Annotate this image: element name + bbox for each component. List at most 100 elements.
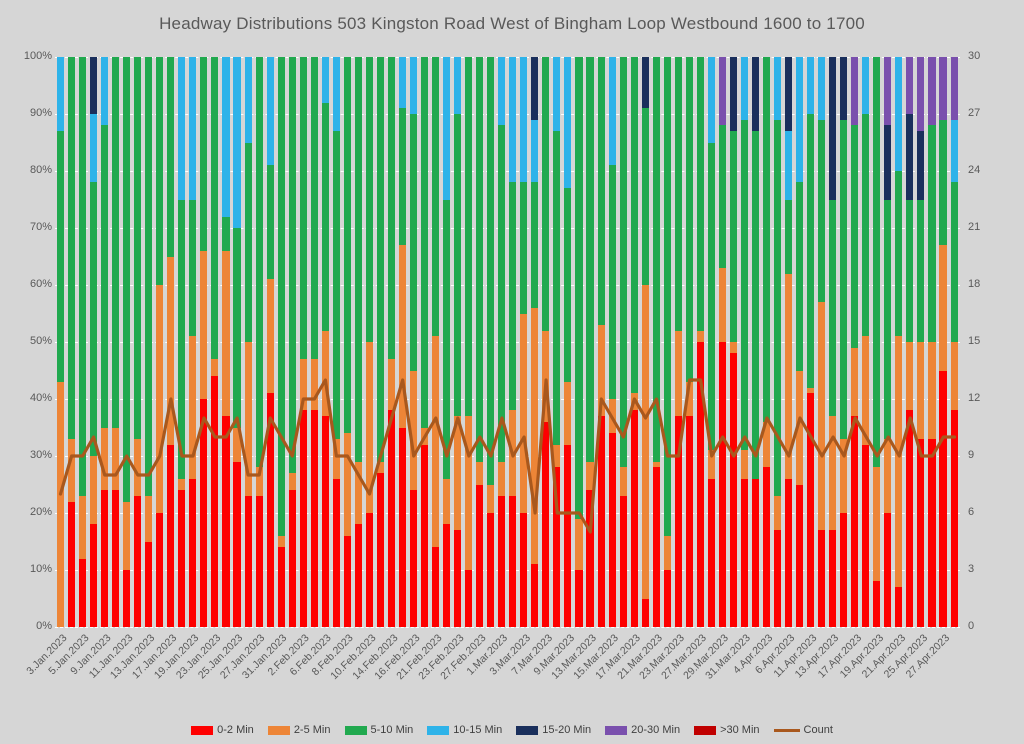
segment-5-10 Min — [928, 125, 936, 343]
gridline — [55, 285, 960, 286]
bar-slot — [320, 57, 331, 627]
legend-label: 10-15 Min — [453, 724, 503, 736]
stacked-bar-3.Mar.2023 — [520, 57, 528, 627]
bar-slot — [143, 57, 154, 627]
segment-0-2 Min — [387, 410, 395, 627]
segment-10-15 Min — [233, 57, 241, 229]
segment-5-10 Min — [409, 114, 418, 371]
bar-slot — [882, 57, 893, 627]
segment-5-10 Min — [807, 114, 815, 388]
segment-10-15 Min — [807, 57, 815, 115]
segment-0-2 Min — [895, 587, 903, 627]
segment-5-10 Min — [443, 199, 451, 479]
segment-0-2 Min — [343, 535, 351, 627]
segment-0-2 Min — [762, 467, 771, 627]
segment-2-5 Min — [387, 359, 395, 411]
bar-slot — [353, 57, 364, 627]
segment-0-2 Min — [729, 353, 737, 627]
segment-10-15 Min — [189, 57, 197, 200]
segment-0-2 Min — [487, 513, 495, 627]
segment-5-10 Min — [818, 119, 826, 303]
segment-0-2 Min — [134, 495, 142, 627]
segment-5-10 Min — [829, 199, 837, 417]
segment-20-30 Min — [884, 57, 892, 126]
segment-5-10 Min — [112, 57, 120, 428]
stacked-bar-20.Apr.2023 — [884, 57, 892, 627]
stacked-bar-27.Apr.2023 — [939, 57, 947, 627]
segment-2-5 Min — [244, 342, 252, 496]
stacked-bar-9.Feb.2023 — [354, 57, 362, 627]
segment-5-10 Min — [365, 57, 373, 342]
segment-0-2 Min — [950, 410, 958, 627]
segment-0-2 Min — [873, 581, 881, 627]
stacked-bar-29.Mar.2023 — [718, 57, 726, 627]
gridline — [55, 171, 960, 172]
segment-5-10 Min — [575, 57, 583, 519]
segment-2-5 Min — [200, 250, 208, 399]
legend-item-2-5 Min: 2-5 Min — [267, 724, 331, 736]
segment-5-10 Min — [718, 125, 726, 268]
segment-5-10 Min — [56, 131, 65, 382]
stacked-bar-18.Apr.2023 — [862, 57, 870, 627]
stacked-bar-24.Mar.2023 — [685, 57, 693, 627]
segment-0-2 Min — [409, 490, 418, 627]
bar-slot — [651, 57, 662, 627]
segment-5-10 Min — [862, 114, 870, 337]
bar-slot — [342, 57, 353, 627]
segment-2-5 Min — [740, 450, 748, 479]
legend: 0-2 Min 2-5 Min 5-10 Min 10-15 Min 15-20 Min… — [0, 724, 1024, 736]
segment-2-5 Min — [829, 416, 837, 531]
segment-5-10 Min — [608, 165, 616, 400]
segment-2-5 Min — [332, 438, 340, 479]
segment-2-5 Min — [575, 518, 583, 570]
segment-5-10 Min — [244, 142, 252, 343]
legend-item-10-15 Min: 10-15 Min — [427, 724, 502, 736]
segment-5-10 Min — [79, 57, 87, 496]
segment-5-10 Min — [851, 125, 859, 348]
legend-label: >30 Min — [720, 724, 760, 736]
segment-5-10 Min — [200, 57, 208, 251]
stacked-bar-5.Apr.2023 — [774, 57, 782, 627]
segment-5-10 Min — [884, 199, 892, 439]
segment-10-15 Min — [398, 57, 406, 109]
stacked-bar-23.Mar.2023 — [674, 57, 682, 627]
legend-label: Count — [803, 724, 833, 736]
segment-2-5 Min — [652, 461, 660, 468]
segment-2-5 Min — [917, 342, 925, 439]
segment-15-20 Min — [840, 57, 848, 120]
segment-5-10 Min — [123, 57, 131, 502]
stacked-bar-30.Jan.2023 — [266, 57, 274, 627]
segment-2-5 Min — [134, 438, 142, 496]
segment-2-5 Min — [597, 324, 605, 417]
segment-5-10 Min — [520, 182, 528, 314]
segment-5-10 Min — [376, 57, 384, 462]
stacked-bar-28.Mar.2023 — [707, 57, 715, 627]
gridline — [55, 627, 960, 628]
segment-0-2 Min — [68, 501, 76, 627]
segment-0-2 Min — [79, 558, 87, 627]
segment-10-15 Min — [796, 57, 804, 183]
stacked-bar-13.Jan.2023 — [145, 57, 153, 627]
segment-2-5 Min — [487, 484, 495, 513]
legend-label: 0-2 Min — [217, 724, 254, 736]
bar-slot — [529, 57, 540, 627]
bar-slot — [739, 57, 750, 627]
legend-item-0-2 Min: 0-2 Min — [191, 724, 254, 736]
segment-0-2 Min — [432, 547, 440, 627]
stacked-bar-25.Apr.2023 — [917, 57, 925, 627]
stacked-bar-6.Mar.2023 — [531, 57, 539, 627]
segment-2-5 Min — [862, 336, 870, 445]
segment-0-2 Min — [807, 393, 815, 627]
segment-5-10 Min — [619, 57, 627, 468]
legend-color-swatch — [267, 725, 290, 735]
segment-10-15 Min — [90, 114, 98, 183]
segment-10-15 Min — [443, 57, 451, 200]
stacked-bar-10.Mar.2023 — [575, 57, 583, 627]
segment-10-15 Min — [895, 57, 903, 172]
stacked-bar-7.Feb.2023 — [332, 57, 340, 627]
bar-slot — [209, 57, 220, 627]
segment-5-10 Min — [343, 57, 351, 434]
bar-slot — [485, 57, 496, 627]
segment-5-10 Min — [652, 57, 660, 462]
right-tick-0: 0 — [968, 620, 975, 632]
